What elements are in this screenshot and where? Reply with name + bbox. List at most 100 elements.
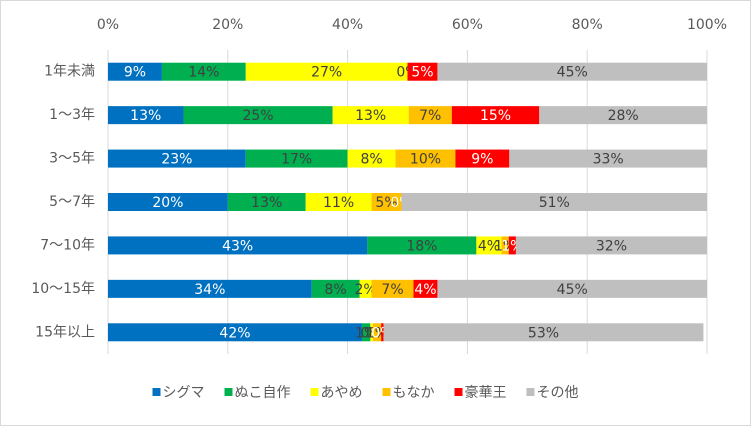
bar-segment bbox=[451, 106, 540, 125]
legend-label: あやめ bbox=[321, 385, 363, 401]
bar-segment bbox=[108, 193, 228, 211]
bar-segment bbox=[108, 236, 368, 255]
data-label: 33% bbox=[593, 152, 624, 168]
bar-segment bbox=[245, 149, 348, 168]
data-label: 2% bbox=[354, 282, 376, 298]
bar-segment bbox=[437, 279, 707, 298]
data-label: 11% bbox=[323, 195, 354, 211]
bar-segment bbox=[413, 279, 438, 298]
legend-label: 豪華王 bbox=[465, 385, 507, 401]
data-label: 42% bbox=[219, 325, 250, 341]
data-label: 18% bbox=[406, 238, 437, 254]
data-label: 4% bbox=[478, 238, 500, 254]
legend-swatch bbox=[454, 388, 463, 396]
bar-segment bbox=[108, 106, 184, 125]
bar-segment bbox=[539, 106, 707, 125]
data-label: 13% bbox=[355, 108, 386, 124]
bar-segment bbox=[108, 279, 312, 298]
bar-segment bbox=[476, 236, 502, 255]
data-label: 4% bbox=[414, 282, 436, 298]
data-label: 5% bbox=[375, 195, 397, 211]
bar-segment bbox=[347, 149, 396, 168]
data-label: 17% bbox=[281, 152, 312, 168]
bar-segment bbox=[437, 62, 707, 81]
data-label: 9% bbox=[471, 152, 493, 168]
legend-swatch bbox=[152, 388, 161, 396]
data-label: 43% bbox=[222, 238, 253, 254]
x-tick-label: 60% bbox=[452, 17, 483, 33]
legend-label: シグマ bbox=[163, 385, 205, 401]
data-label: 27% bbox=[311, 65, 342, 81]
bar-segment bbox=[408, 106, 452, 125]
x-tick-label: 0% bbox=[97, 17, 119, 33]
data-label: 8% bbox=[325, 282, 347, 298]
y-tick-label: 1～3年 bbox=[49, 107, 95, 123]
bar-segment bbox=[361, 323, 371, 342]
data-label: 45% bbox=[557, 65, 588, 81]
legend-swatch bbox=[526, 388, 535, 396]
data-label: 7% bbox=[419, 108, 441, 124]
bar-segment bbox=[311, 279, 360, 298]
data-label: 13% bbox=[251, 195, 282, 211]
bar-segment bbox=[367, 236, 477, 255]
bar-segment bbox=[370, 323, 373, 342]
bar-segment bbox=[108, 62, 162, 81]
data-label: 15% bbox=[480, 108, 511, 124]
bar-segment bbox=[108, 323, 362, 342]
legend-swatch bbox=[224, 388, 233, 396]
data-label: 7% bbox=[381, 282, 403, 298]
bar-segment bbox=[245, 62, 408, 81]
bar-segment bbox=[509, 149, 707, 168]
y-tick-label: 15年以上 bbox=[35, 324, 95, 340]
bar-segment bbox=[371, 279, 414, 298]
legend-label: その他 bbox=[537, 385, 579, 401]
data-label: 28% bbox=[608, 108, 639, 124]
legend-label: ぬこ自作 bbox=[235, 385, 291, 401]
data-label: 8% bbox=[360, 152, 382, 168]
bar-segment bbox=[161, 62, 246, 81]
data-label: 10% bbox=[410, 152, 441, 168]
y-tick-label: 1年未満 bbox=[44, 64, 95, 80]
data-label: 20% bbox=[152, 195, 183, 211]
bar-segment bbox=[401, 193, 707, 211]
data-label: 32% bbox=[596, 238, 627, 254]
bar-segment bbox=[515, 236, 707, 255]
y-tick-label: 10～15年 bbox=[31, 281, 95, 297]
bar-segment bbox=[305, 193, 372, 211]
x-tick-label: 40% bbox=[332, 17, 363, 33]
data-label: 23% bbox=[161, 152, 192, 168]
bar-segment bbox=[183, 106, 333, 125]
x-tick-label: 20% bbox=[212, 17, 243, 33]
y-tick-label: 3～5年 bbox=[49, 151, 95, 167]
y-tick-label: 5～7年 bbox=[49, 194, 95, 210]
bar-segment bbox=[372, 323, 382, 342]
bar-segment bbox=[332, 106, 409, 125]
bar-segment bbox=[227, 193, 306, 211]
legend-swatch bbox=[382, 388, 391, 396]
bar-segment bbox=[407, 62, 438, 81]
x-tick-label: 80% bbox=[572, 17, 603, 33]
data-label: 34% bbox=[194, 282, 225, 298]
y-tick-label: 7～10年 bbox=[40, 237, 95, 253]
bar-segment bbox=[381, 323, 384, 342]
data-label: 25% bbox=[242, 108, 273, 124]
data-label: 13% bbox=[130, 108, 161, 124]
bar-segment bbox=[395, 149, 456, 168]
bar-segment bbox=[508, 236, 516, 255]
data-label: 14% bbox=[188, 65, 219, 81]
bar-segment bbox=[455, 149, 510, 168]
data-label: 45% bbox=[557, 282, 588, 298]
bar-segment bbox=[383, 323, 704, 342]
x-tick-label: 100% bbox=[687, 17, 727, 33]
data-label: 5% bbox=[411, 65, 433, 81]
legend-swatch bbox=[310, 388, 319, 396]
bar-segment bbox=[501, 236, 509, 255]
legend-label: もなか bbox=[393, 385, 435, 401]
bar-segment bbox=[371, 193, 402, 211]
data-label: 53% bbox=[528, 325, 559, 341]
data-label: 9% bbox=[124, 65, 146, 81]
bar-segment bbox=[359, 279, 372, 298]
data-label: 51% bbox=[539, 195, 570, 211]
bar-segment bbox=[108, 149, 246, 168]
